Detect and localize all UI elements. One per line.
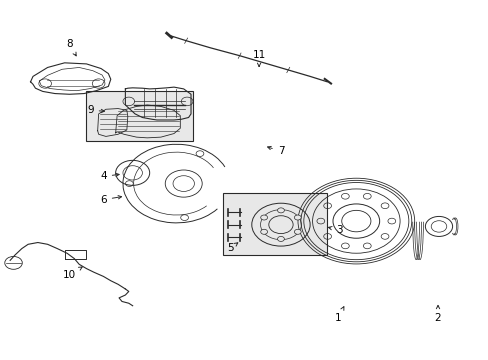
Circle shape [260,229,267,234]
Circle shape [277,237,284,242]
FancyBboxPatch shape [86,91,193,141]
Circle shape [294,229,301,234]
FancyBboxPatch shape [222,193,326,255]
Circle shape [294,215,301,220]
Text: 7: 7 [267,147,284,157]
Text: 11: 11 [252,50,265,66]
Text: 8: 8 [66,39,76,56]
Text: 4: 4 [100,171,119,181]
Text: 9: 9 [87,105,104,115]
Text: 3: 3 [328,225,342,235]
Text: 10: 10 [63,267,82,280]
Text: 2: 2 [434,305,441,323]
Text: 6: 6 [100,195,122,204]
Text: 1: 1 [334,307,343,323]
Circle shape [277,208,284,213]
Circle shape [260,215,267,220]
Text: 5: 5 [227,243,237,253]
